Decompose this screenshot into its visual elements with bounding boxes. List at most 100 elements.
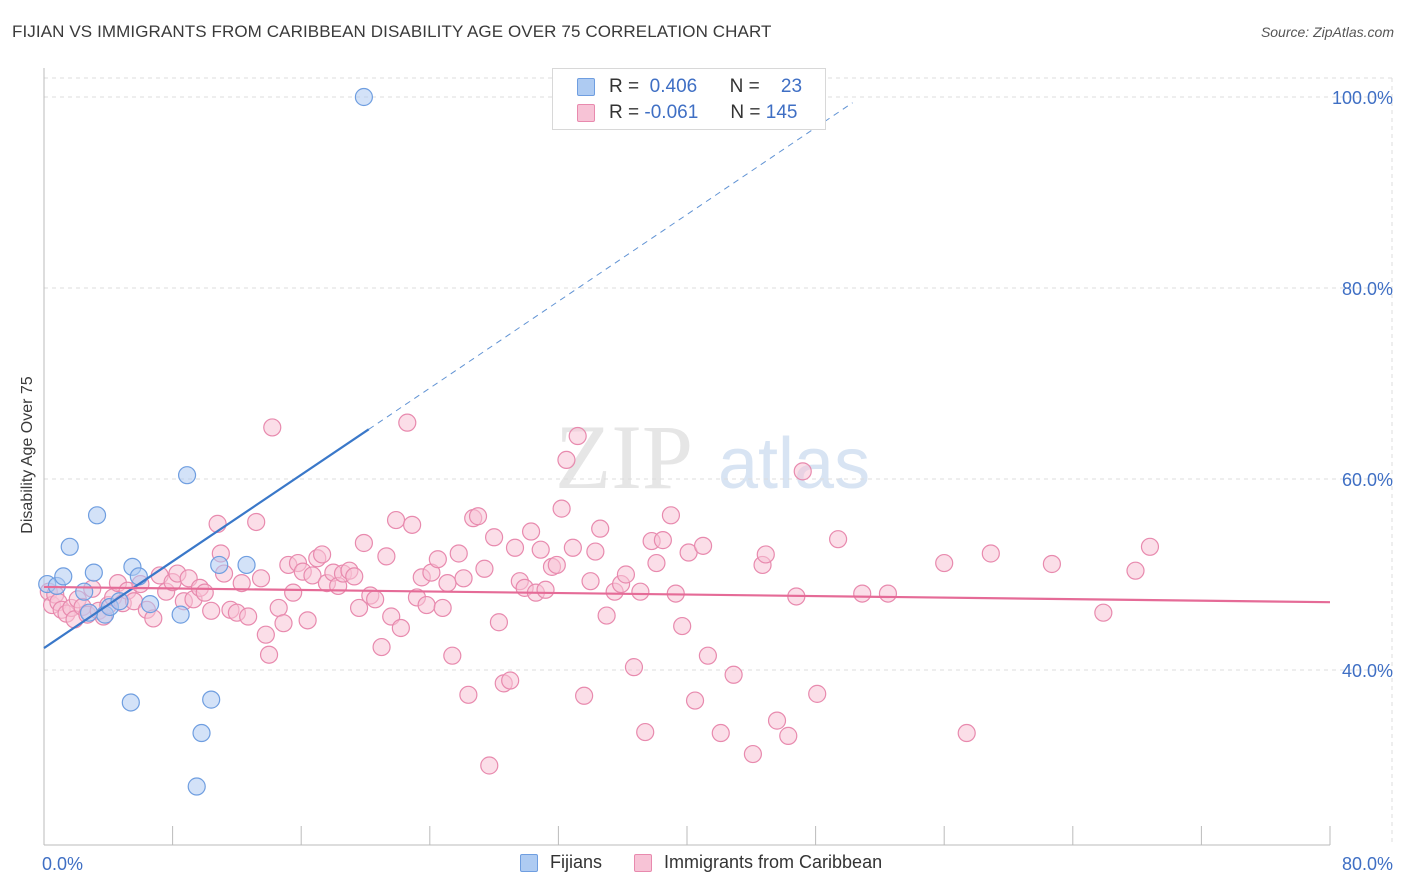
caribbean-point	[274, 614, 293, 633]
caribbean-point	[698, 646, 717, 665]
fijian-points	[38, 87, 373, 796]
caribbean-point	[616, 565, 636, 584]
fijian-trend-line	[43, 428, 370, 649]
legend-r-value: 0.406	[649, 76, 698, 97]
y-tick-label: 80.0%	[1342, 279, 1393, 299]
caribbean-point	[673, 616, 692, 636]
caribbean-point	[468, 507, 488, 526]
caribbean-point	[552, 499, 571, 518]
caribbean-point	[345, 567, 364, 586]
watermark-atlas: atlas	[718, 424, 870, 504]
caribbean-point	[251, 569, 271, 588]
caribbean-point	[259, 645, 279, 664]
chart-title: FIJIAN VS IMMIGRANTS FROM CARIBBEAN DISA…	[12, 22, 772, 41]
caribbean-point	[449, 544, 468, 563]
caribbean-point	[459, 685, 478, 704]
caribbean-point	[398, 413, 417, 432]
caribbean-point	[475, 559, 494, 578]
caribbean-point	[298, 611, 317, 630]
fijian-point	[192, 723, 211, 743]
caribbean-point	[591, 519, 610, 538]
series-label-caribbean: Immigrants from Caribbean	[664, 852, 883, 872]
fijian-point	[110, 592, 129, 611]
fijian-point	[129, 567, 148, 586]
caribbean-point	[443, 646, 462, 665]
caribbean-point	[489, 613, 509, 632]
caribbean-point	[557, 450, 576, 469]
caribbean-point	[269, 598, 288, 618]
caribbean-point	[372, 637, 391, 657]
caribbean-point	[263, 418, 282, 437]
x-tick-label: 80.0%	[1342, 854, 1393, 874]
caribbean-trend-line	[43, 585, 1331, 604]
caribbean-point	[521, 522, 541, 541]
series-legend: Fijians Immigrants from Caribbean	[520, 852, 882, 873]
series-label-fijians: Fijians	[550, 852, 603, 872]
caribbean-point	[829, 530, 848, 549]
caribbean-point	[808, 684, 827, 703]
caribbean-point	[256, 625, 275, 644]
caribbean-point	[403, 515, 422, 534]
caribbean-point	[531, 540, 550, 559]
caribbean-point	[377, 547, 396, 566]
series-swatch-caribbean	[634, 853, 653, 872]
series-swatch-fijians	[520, 853, 538, 872]
caribbean-point	[284, 583, 303, 602]
trend-lines	[43, 102, 1331, 649]
caribbean-point	[239, 607, 258, 626]
caribbean-point	[711, 723, 730, 743]
caribbean-point	[349, 598, 369, 618]
caribbean-point	[568, 426, 587, 446]
fijian-point	[84, 563, 103, 582]
caribbean-point	[480, 756, 499, 775]
source-label: Source: ZipAtlas.com	[1260, 24, 1394, 40]
legend-n-label: N =	[729, 76, 760, 97]
caribbean-point	[793, 462, 812, 481]
caribbean-point	[428, 550, 447, 569]
caribbean-point	[724, 665, 743, 684]
caribbean-point	[661, 506, 681, 525]
caribbean-point	[756, 545, 775, 564]
fijian-point	[121, 693, 140, 712]
fijian-point	[187, 777, 206, 796]
caribbean-point	[981, 544, 1000, 563]
caribbean-point	[547, 555, 566, 575]
caribbean-point	[581, 572, 600, 591]
axes	[43, 68, 1331, 846]
legend-swatch-caribbean	[577, 104, 595, 122]
legend-r-label: R =	[609, 76, 640, 97]
fijian-trend-extension	[368, 102, 853, 430]
caribbean-point	[454, 569, 473, 588]
fijian-point	[171, 605, 190, 624]
caribbean-points	[39, 413, 1160, 775]
caribbean-point	[1042, 554, 1062, 574]
caribbean-point	[853, 584, 872, 603]
caribbean-point	[417, 595, 436, 615]
legend-row-caribbean: R = -0.061 N = 145	[577, 101, 797, 125]
fijian-point	[177, 466, 197, 485]
caribbean-point	[312, 545, 332, 564]
caribbean-point	[501, 671, 520, 690]
legend-r-label: R =	[609, 102, 640, 123]
watermark: ZIP atlas	[555, 406, 870, 508]
caribbean-point	[653, 531, 672, 550]
caribbean-point	[247, 512, 266, 532]
caribbean-point	[597, 606, 616, 625]
fijian-point	[354, 87, 373, 107]
legend-n-label: N =	[730, 102, 761, 123]
caribbean-point	[386, 510, 406, 530]
caribbean-point	[202, 601, 221, 620]
caribbean-point	[485, 528, 504, 547]
stats-legend: R = 0.406 N = 23 R = -0.061 N = 145	[552, 68, 826, 130]
watermark-zip: ZIP	[555, 406, 693, 508]
caribbean-point	[536, 580, 555, 599]
caribbean-point	[433, 598, 452, 618]
caribbean-point	[505, 538, 525, 557]
caribbean-point	[586, 542, 605, 561]
caribbean-point	[232, 573, 251, 593]
caribbean-point	[575, 686, 594, 705]
caribbean-point	[779, 726, 798, 745]
y-tick-label: 60.0%	[1342, 470, 1393, 490]
caribbean-point	[693, 536, 713, 555]
caribbean-point	[647, 553, 666, 573]
